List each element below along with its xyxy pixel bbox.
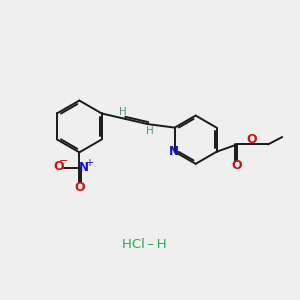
Text: O: O	[74, 181, 85, 194]
Text: N: N	[169, 145, 179, 158]
Text: H: H	[119, 107, 127, 117]
Text: N: N	[79, 160, 89, 174]
Text: O: O	[53, 160, 64, 173]
Text: O: O	[247, 133, 257, 146]
Text: +: +	[85, 158, 93, 168]
Text: HCl – H: HCl – H	[122, 238, 166, 251]
Text: H: H	[146, 126, 154, 136]
Text: −: −	[59, 156, 68, 166]
Text: O: O	[232, 159, 242, 172]
